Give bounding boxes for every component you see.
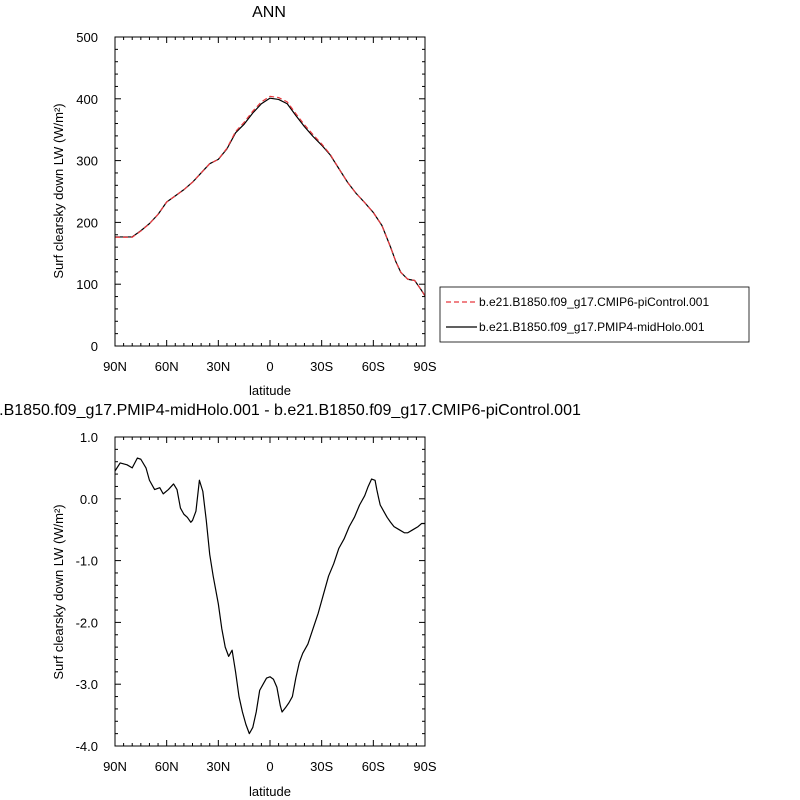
- bottom-y-tick-label: 1.0: [80, 430, 98, 445]
- bottom-y-axis-label: Surf clearsky down LW (W/m²): [51, 504, 66, 679]
- top-x-axis-label: latitude: [249, 383, 291, 398]
- bottom-panel: b.e21.B1850.f09_g17.PMIP4-midHolo.001 - …: [0, 402, 581, 799]
- top-x-tick-label: 90N: [103, 359, 127, 374]
- top-x-tick-label: 30N: [206, 359, 230, 374]
- bottom-x-tick-label: 90S: [413, 759, 436, 774]
- top-series-line-1: [115, 97, 426, 297]
- top-ticks: 90N 60N 30N 0 30S 60S 90S 0 100 200 300 400 500: [76, 30, 437, 374]
- bottom-x-tick-label: 30N: [206, 759, 230, 774]
- top-y-tick-label: 400: [76, 92, 98, 107]
- top-series-lines: [115, 95, 426, 297]
- top-y-tick-label: 500: [76, 30, 98, 45]
- top-series-line-0: [115, 95, 426, 297]
- bottom-y-tick-label: -3.0: [76, 677, 98, 692]
- bottom-x-tick-label: 90N: [103, 759, 127, 774]
- bottom-x-tick-label: 60N: [155, 759, 179, 774]
- top-y-tick-label: 200: [76, 215, 98, 230]
- legend-label-midHolo: b.e21.B1850.f09_g17.PMIP4-midHolo.001: [479, 320, 705, 334]
- bottom-x-axis-label: latitude: [249, 784, 291, 799]
- bottom-y-tick-label: -4.0: [76, 739, 98, 754]
- top-x-tick-label: 30S: [310, 359, 333, 374]
- bottom-plot-frame: [114, 436, 426, 747]
- bottom-x-tick-label: 0: [266, 759, 273, 774]
- bottom-y-tick-label: -2.0: [76, 615, 98, 630]
- top-y-tick-label: 0: [91, 339, 98, 354]
- bottom-y-tick-label: 0.0: [80, 492, 98, 507]
- bottom-series-line-0: [114, 457, 425, 735]
- bottom-x-tick-label: 30S: [310, 759, 333, 774]
- bottom-series-lines: [114, 457, 425, 735]
- top-y-tick-label: 100: [76, 277, 98, 292]
- top-panel: ANN 90N 60N 30N 0 30S 60S 90S0100200300400500 …: [51, 4, 750, 398]
- bottom-chart-title: b.e21.B1850.f09_g17.PMIP4-midHolo.001 - …: [0, 402, 581, 419]
- bottom-ticks: 90N 60N 30N 0 30S 60S 90S 1.0 0.0 -1.0 -2.0 -3.0 -4.…: [76, 430, 437, 774]
- top-plot-frame: [114, 36, 426, 347]
- top-x-tick-label: 0: [266, 359, 273, 374]
- legend: b.e21.B1850.f09_g17.CMIP6-piControl.001 …: [439, 286, 750, 343]
- top-x-tick-label: 60N: [155, 359, 179, 374]
- legend-label-piControl: b.e21.B1850.f09_g17.CMIP6-piControl.001: [479, 295, 709, 309]
- top-y-axis-label: Surf clearsky down LW (W/m²): [51, 103, 66, 278]
- top-x-tick-label: 60S: [362, 359, 385, 374]
- top-y-tick-label: 300: [76, 154, 98, 169]
- bottom-x-tick-label: 60S: [362, 759, 385, 774]
- bottom-y-tick-label: -1.0: [76, 554, 98, 569]
- top-chart-title: ANN: [252, 4, 286, 21]
- legend-box: [439, 286, 750, 343]
- top-x-tick-label: 90S: [413, 359, 436, 374]
